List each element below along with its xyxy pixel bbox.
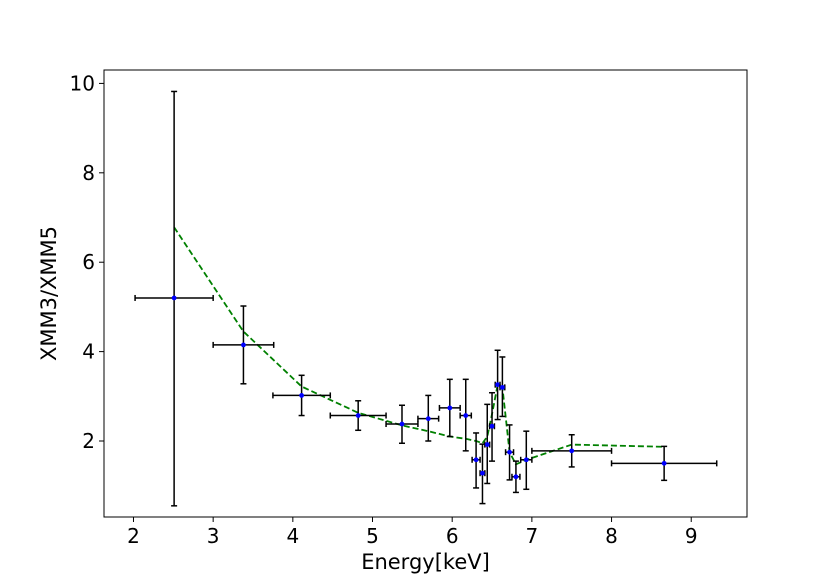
x-tick-label: 6 xyxy=(446,524,459,548)
y-tick-label: 8 xyxy=(82,161,95,185)
data-point xyxy=(473,457,479,463)
data-point xyxy=(447,405,453,411)
y-tick-label: 4 xyxy=(82,340,95,364)
x-tick-label: 5 xyxy=(366,524,379,548)
y-tick-label: 6 xyxy=(82,250,95,274)
data-point xyxy=(399,421,405,427)
plot-area xyxy=(134,90,718,507)
data-point xyxy=(241,342,246,348)
error-bar-point xyxy=(459,378,473,452)
data-point xyxy=(299,393,305,398)
y-axis-label: XMM3/XMM5 xyxy=(37,226,61,361)
data-point xyxy=(480,470,485,476)
x-axis-label: Energy[keV] xyxy=(361,550,490,574)
error-bar-point xyxy=(329,400,387,432)
x-tick-label: 9 xyxy=(685,524,698,548)
error-bar-point xyxy=(610,445,718,482)
error-bar-point xyxy=(504,424,515,481)
data-point xyxy=(484,442,490,447)
error-bar-point xyxy=(212,305,275,385)
error-bar-point xyxy=(531,434,613,468)
data-point xyxy=(489,423,495,429)
error-bar-point xyxy=(479,443,486,505)
data-point xyxy=(355,413,361,418)
ticks-group: 2 3 4 5 6 7 8 9 2 4 6 8 10 xyxy=(70,71,698,548)
error-bar-point xyxy=(499,356,506,418)
error-bar-point xyxy=(417,394,440,442)
x-tick-label: 2 xyxy=(127,524,140,548)
x-tick-label: 4 xyxy=(286,524,299,548)
data-point xyxy=(523,457,529,463)
data-point xyxy=(463,413,469,418)
axes-frame xyxy=(103,69,748,518)
data-point xyxy=(425,416,431,422)
x-tick-label: 7 xyxy=(526,524,539,548)
x-tick-label: 3 xyxy=(207,524,220,548)
error-bar-point xyxy=(438,378,461,438)
data-point xyxy=(513,474,519,480)
data-point xyxy=(661,460,667,466)
error-bar-point xyxy=(385,404,419,444)
data-point xyxy=(499,384,505,390)
x-tick-label: 8 xyxy=(605,524,618,548)
error-bar-point xyxy=(511,460,521,494)
error-bar-point xyxy=(484,403,491,485)
error-bar-point xyxy=(471,432,481,489)
data-point xyxy=(507,449,512,455)
error-bar-point xyxy=(488,391,496,462)
data-point xyxy=(171,295,177,301)
y-tick-label: 10 xyxy=(70,71,95,95)
error-bar-point xyxy=(134,90,214,507)
error-bar-point xyxy=(272,374,332,417)
y-tick-label: 2 xyxy=(82,429,95,453)
data-point xyxy=(569,448,575,454)
data-point xyxy=(495,382,501,388)
error-bar-point xyxy=(519,430,533,491)
